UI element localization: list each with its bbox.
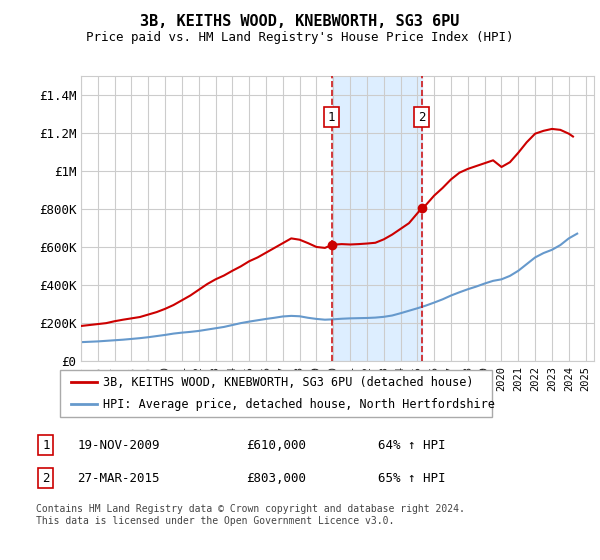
Text: Price paid vs. HM Land Registry's House Price Index (HPI): Price paid vs. HM Land Registry's House … [86,31,514,44]
Text: £610,000: £610,000 [246,438,306,452]
Text: 19-NOV-2009: 19-NOV-2009 [77,438,160,452]
Text: 2: 2 [42,472,50,484]
Text: Contains HM Land Registry data © Crown copyright and database right 2024.
This d: Contains HM Land Registry data © Crown c… [36,504,465,526]
Text: 1: 1 [42,438,50,452]
Text: 65% ↑ HPI: 65% ↑ HPI [378,472,446,484]
Bar [332,76,422,361]
Text: 64% ↑ HPI: 64% ↑ HPI [378,438,446,452]
Text: £803,000: £803,000 [246,472,306,484]
Text: 3B, KEITHS WOOD, KNEBWORTH, SG3 6PU (detached house): 3B, KEITHS WOOD, KNEBWORTH, SG3 6PU (det… [103,376,474,389]
Text: 3B, KEITHS WOOD, KNEBWORTH, SG3 6PU: 3B, KEITHS WOOD, KNEBWORTH, SG3 6PU [140,14,460,29]
FancyBboxPatch shape [60,370,492,417]
Text: HPI: Average price, detached house, North Hertfordshire: HPI: Average price, detached house, Nort… [103,398,495,411]
Text: 1: 1 [328,110,335,124]
Text: 2: 2 [418,110,425,124]
Text: 27-MAR-2015: 27-MAR-2015 [77,472,160,484]
